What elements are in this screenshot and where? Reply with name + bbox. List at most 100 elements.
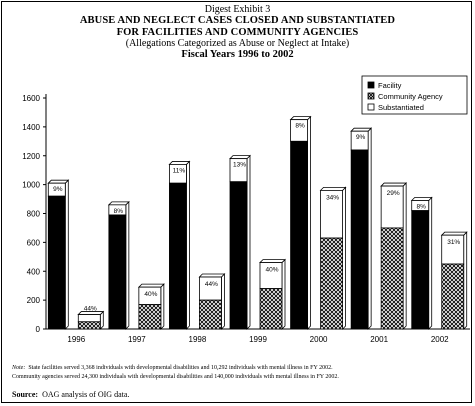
community-closed-segment (199, 299, 222, 330)
facility-closed-segment (290, 140, 308, 330)
community-bar-side (463, 231, 468, 330)
facility-bar-top (410, 197, 433, 201)
community-pct-label: 34% (326, 194, 339, 201)
facility-pct-label: 8% (417, 204, 427, 211)
facility-bar-top (229, 155, 251, 160)
facility-bar-2001: 9% (350, 127, 373, 330)
facility-bar-top (47, 179, 70, 184)
facility-bar-side (428, 196, 433, 330)
community-pct-label: 40% (144, 291, 157, 298)
facility-bar-top (350, 127, 373, 132)
legend-box (361, 75, 468, 115)
facility-closed-segment (350, 149, 369, 330)
chart-period: Fiscal Years 1996 to 2002 (181, 49, 294, 60)
x-tick-label: 1999 (249, 335, 267, 344)
community-bar-1996: 44% (77, 306, 105, 330)
facility-pct-label: 11% (173, 167, 186, 174)
community-bar-side (342, 186, 346, 330)
community-bar-top (440, 231, 468, 236)
community-bar-top (137, 283, 165, 288)
legend-substantiated-swatch (367, 103, 375, 111)
facility-closed-segment (229, 181, 248, 330)
legend-facility-swatch (367, 81, 375, 89)
y-tick-label: 1600 (22, 94, 40, 103)
community-closed-segment (77, 321, 101, 330)
community-bar-top (198, 273, 226, 278)
facility-bar-side (307, 115, 311, 330)
legend-facility-label: Facility (378, 81, 402, 90)
x-tick-label: 2002 (431, 335, 449, 344)
community-pct-label: 44% (205, 281, 218, 288)
facility-bar-side (125, 200, 130, 330)
facility-bar-side (186, 160, 190, 330)
facility-closed-segment (108, 214, 127, 330)
facility-bar-side (64, 179, 69, 330)
chart-title-line2: FOR FACILITIES AND COMMUNITY AGENCIES (116, 26, 359, 38)
facility-bar-1996: 9% (47, 179, 70, 330)
community-closed-segment (441, 263, 465, 330)
community-closed-segment (320, 237, 343, 330)
facility-pct-label: 8% (114, 208, 124, 215)
x-tick-label: 1997 (128, 335, 146, 344)
community-pct-label: 31% (447, 239, 460, 246)
y-tick-label: 800 (27, 210, 41, 219)
note-label: Note: (12, 365, 26, 371)
note-line-1: State facilities served 3,368 individual… (28, 365, 333, 371)
source-text: OAG analysis of OIG data. (42, 390, 130, 399)
facility-pct-label: 9% (356, 134, 366, 141)
community-bar-top (380, 182, 408, 187)
facility-closed-segment (411, 210, 430, 330)
chart-note: Note: State facilities served 3,368 indi… (12, 364, 467, 381)
x-tick-label: 1996 (67, 335, 85, 344)
facility-bar-2002: 8% (410, 196, 433, 330)
community-bar-top (319, 186, 347, 191)
facility-bar-1999: 13% (229, 154, 251, 330)
community-closed-segment (380, 227, 404, 330)
chart-source: Source: OAG analysis of OIG data. (12, 390, 129, 399)
y-tick-label: 1200 (22, 152, 40, 161)
community-bar-side (160, 283, 165, 330)
x-tick-label: 2000 (310, 335, 328, 344)
community-bar-2001: 29% (380, 182, 408, 330)
exhibit-label: Digest Exhibit 3 (204, 4, 271, 15)
y-tick-label: 0 (36, 325, 41, 334)
y-tick-label: 400 (27, 267, 41, 276)
x-tick-label: 1998 (189, 335, 207, 344)
chart-legend: Facility Community Agency Substantiated (361, 75, 468, 115)
facility-bar-top (107, 201, 130, 206)
community-bar-side (402, 182, 407, 330)
note-line-2: Community agencies served 24,300 individ… (12, 373, 339, 380)
facility-bar-top (289, 116, 312, 121)
y-tick-label: 1400 (22, 123, 40, 132)
community-bar-top (259, 259, 286, 263)
chart-header: Digest Exhibit 3 ABUSE AND NEGLECT CASES… (2, 4, 473, 61)
y-tick-label: 200 (27, 296, 41, 305)
community-closed-segment (138, 304, 162, 330)
facility-closed-segment (169, 182, 187, 330)
source-label: Source: (12, 390, 39, 399)
community-closed-segment (259, 288, 283, 330)
facility-closed-segment (47, 195, 66, 330)
facility-bar-top (168, 161, 191, 165)
community-substantiated-segment (77, 314, 101, 323)
community-bar-side (281, 258, 286, 330)
y-tick-label: 600 (27, 238, 41, 247)
legend-community-agency-label: Community Agency (378, 92, 443, 101)
facility-pct-label: 9% (53, 186, 63, 193)
facility-pct-label: 8% (295, 123, 305, 130)
chart-title-line1: ABUSE AND NEGLECT CASES CLOSED AND SUBST… (79, 15, 396, 26)
x-tick-label: 2001 (370, 335, 388, 344)
facility-bar-2000: 8% (289, 115, 312, 330)
community-bar-2000: 34% (319, 186, 347, 330)
community-bar-side (221, 273, 225, 330)
community-pct-label: 29% (387, 190, 400, 197)
community-bar-2002: 31% (440, 231, 468, 330)
facility-bar-1997: 8% (107, 200, 130, 330)
community-bar-1999: 40% (259, 258, 286, 330)
legend-substantiated-label: Substantiated (378, 103, 424, 112)
facility-pct-label: 13% (233, 162, 246, 169)
community-bar-1997: 40% (137, 283, 165, 330)
facility-bar-side (246, 154, 251, 330)
